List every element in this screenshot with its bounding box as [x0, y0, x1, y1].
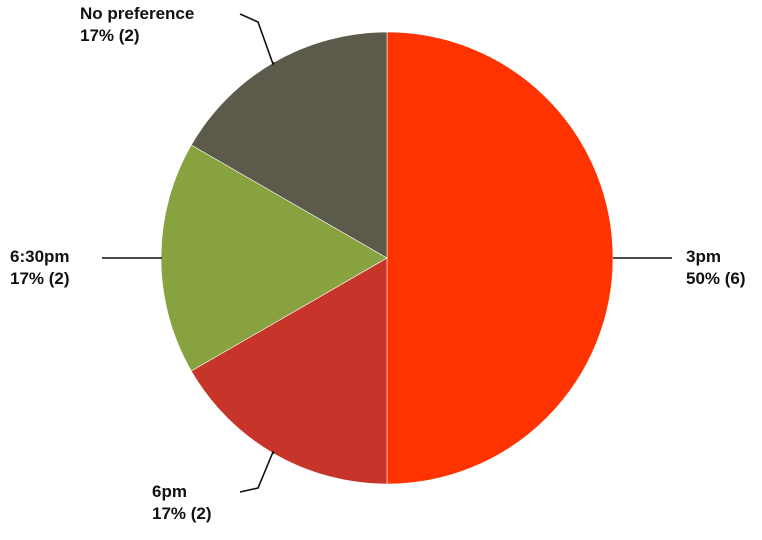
- slice-label-name: 3pm: [686, 247, 721, 266]
- pie-slices: [160, 31, 614, 485]
- slice-label-name: 6pm: [152, 482, 187, 501]
- slice-label-no-preference: No preference 17% (2): [80, 4, 194, 45]
- slice-labels: 3pm 50% (6)6pm 17% (2)6:30pm 17% (2)No pref…: [10, 4, 746, 523]
- leader-line-6pm: [239, 450, 275, 493]
- slice-label-6pm: 6pm 17% (2): [152, 482, 212, 523]
- slice-label-6-30pm: 6:30pm 17% (2): [10, 247, 70, 288]
- slice-label-name: No preference: [80, 4, 194, 23]
- slice-label-percent: 17% (2): [10, 269, 70, 288]
- slice-label-3pm: 3pm 50% (6): [686, 247, 746, 288]
- label-leader-lines: [102, 13, 672, 493]
- pie-slice-3pm: [386, 31, 614, 485]
- leader-line-no-preference: [239, 13, 275, 66]
- slice-label-name: 6:30pm: [10, 247, 70, 266]
- slice-label-percent: 17% (2): [152, 504, 212, 523]
- slice-label-percent: 17% (2): [80, 26, 140, 45]
- slice-label-percent: 50% (6): [686, 269, 746, 288]
